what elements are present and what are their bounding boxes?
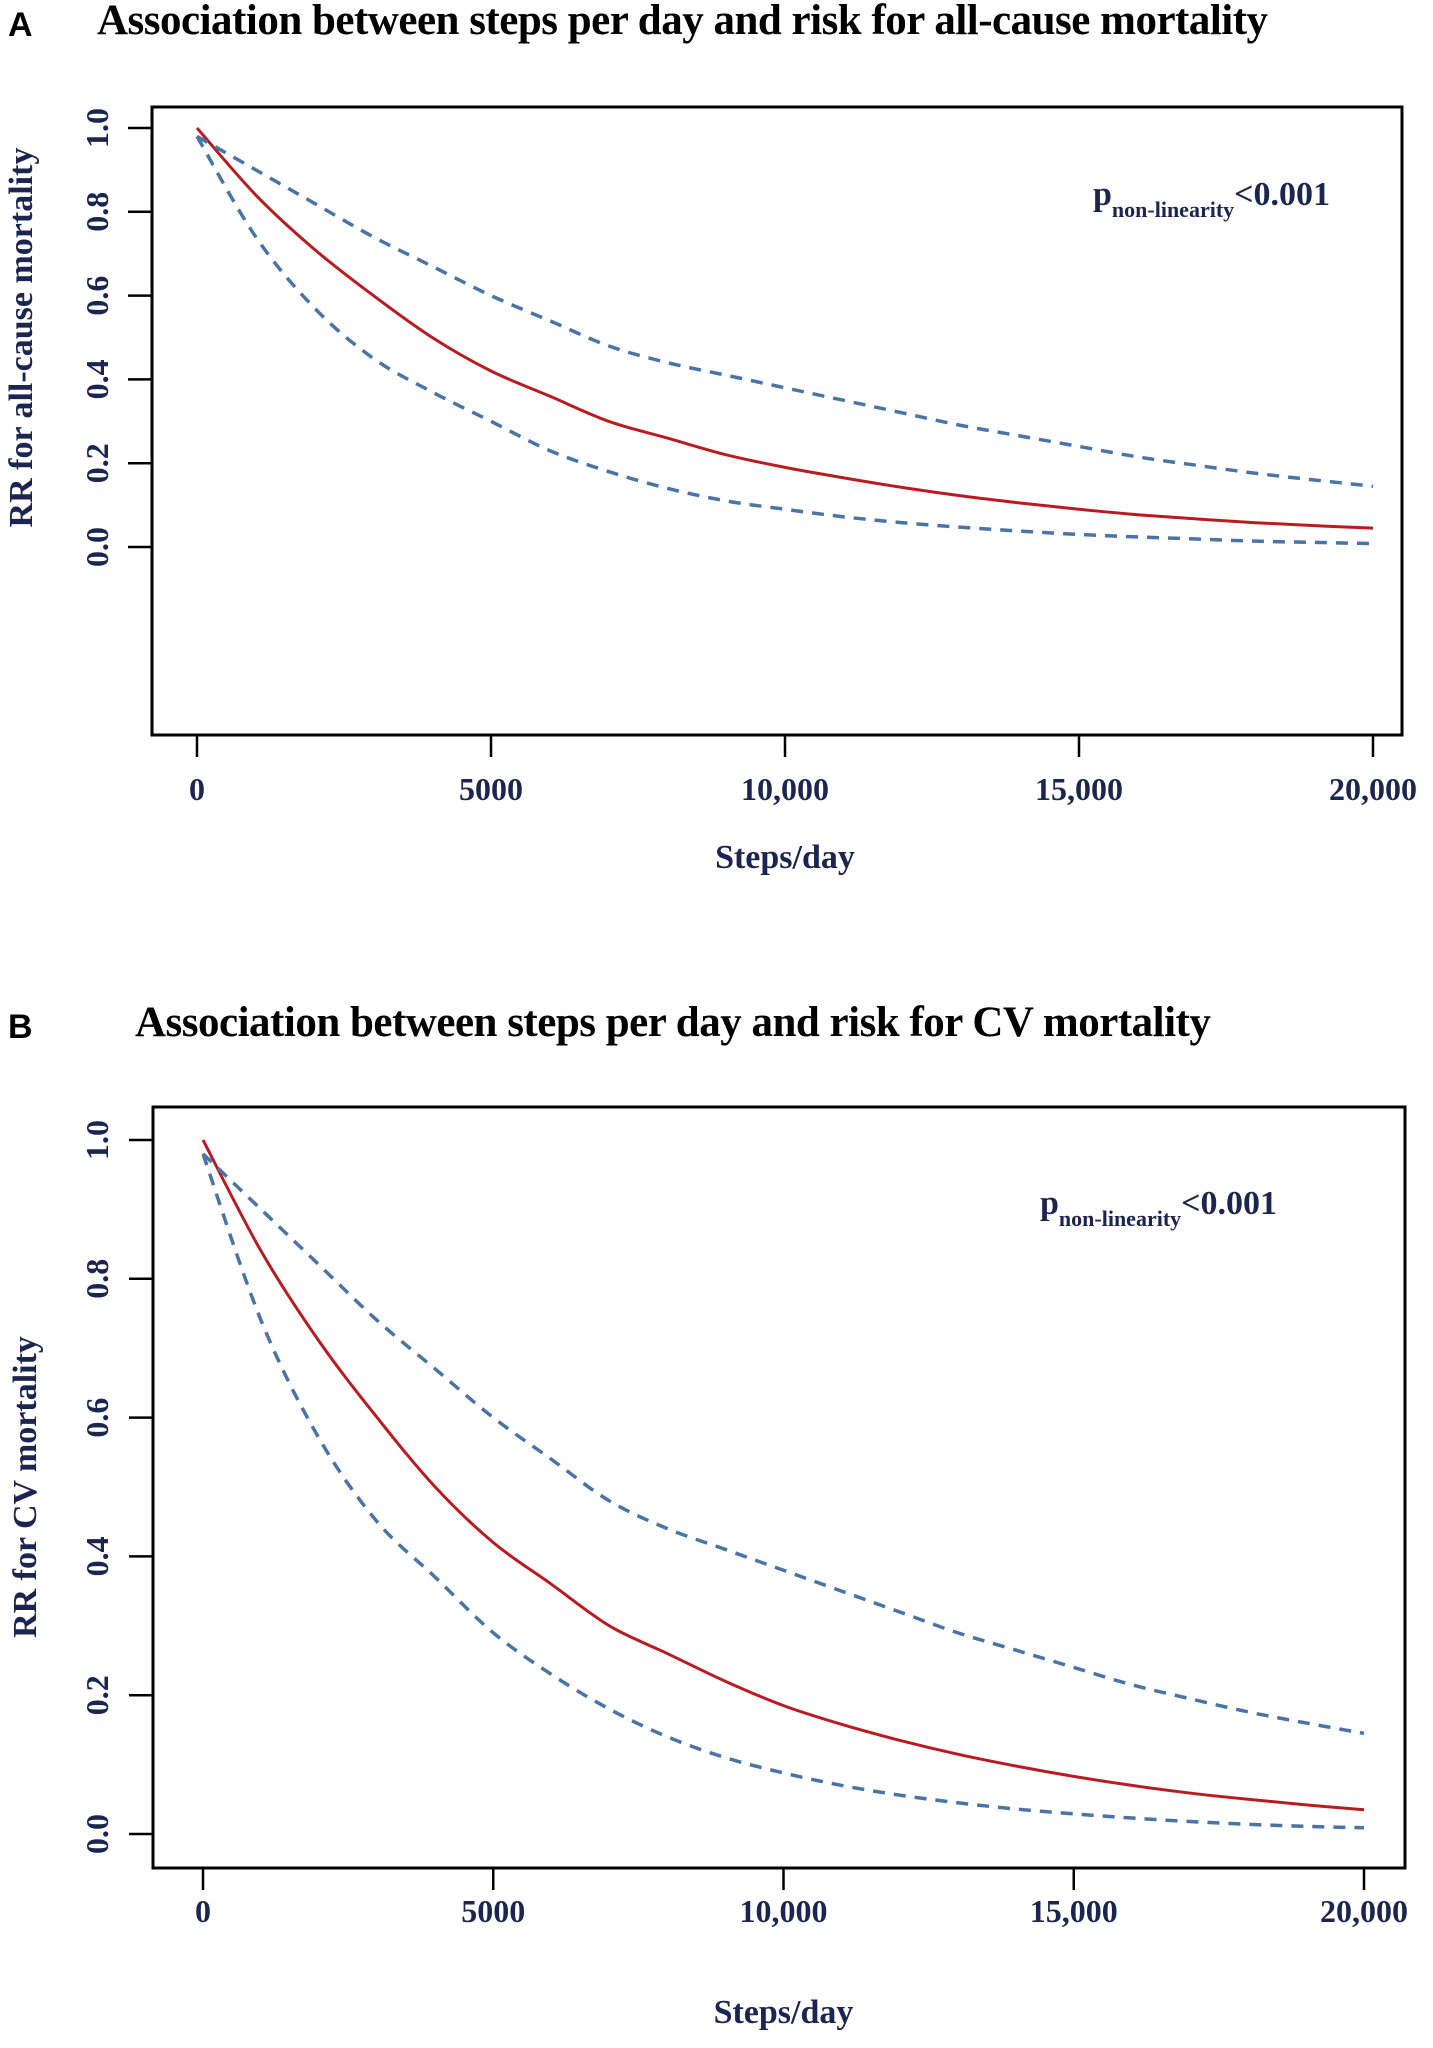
y-tick-label: 0.0 — [79, 527, 115, 567]
p-symbol: p — [1093, 176, 1112, 213]
chart-title: Association between steps per day and ri… — [135, 999, 1211, 1046]
y-tick-label: 0.8 — [79, 1259, 115, 1299]
p-subscript: non-linearity — [1112, 197, 1234, 222]
x-tick-label: 10,000 — [741, 771, 829, 807]
p-value: <0.001 — [1234, 176, 1330, 213]
p-value: <0.001 — [1181, 1185, 1277, 1222]
x-tick-label: 0 — [189, 771, 205, 807]
x-tick-label: 0 — [195, 1893, 211, 1929]
y-tick-label: 0.6 — [79, 276, 115, 316]
y-tick-label: 0.2 — [79, 1675, 115, 1715]
rr-estimate-line — [201, 1139, 1365, 1812]
rr-estimate-line — [195, 127, 1374, 530]
x-tick-label: 15,000 — [1035, 771, 1123, 807]
y-axis-label: RR for CV mortality — [7, 1336, 44, 1638]
x-tick-label: 5000 — [461, 1893, 525, 1929]
x-tick-label: 20,000 — [1320, 1893, 1408, 1929]
y-tick-label: 1.0 — [79, 108, 115, 148]
y-axis-label: RR for all-cause mortality — [3, 148, 40, 528]
upper-ci-line — [196, 134, 1374, 488]
plot-frame — [151, 1105, 1407, 1870]
panel-letter: A — [8, 6, 33, 44]
chart-a: 0 5000 10,000 15,000 20,000 Steps/day 0.0 0.2 0.… — [3, 105, 1417, 876]
p-symbol: p — [1040, 1185, 1059, 1222]
x-axis-label: Steps/day — [714, 1994, 854, 2031]
panel-a: A Association between steps per day and … — [0, 0, 1433, 960]
y-tick-label: 0.0 — [79, 1814, 115, 1854]
x-tick-label: 15,000 — [1030, 1893, 1118, 1929]
panel-letter: B — [8, 1008, 33, 1046]
plot-frame — [150, 105, 1404, 737]
y-tick-label: 1.0 — [79, 1120, 115, 1160]
x-tick-label: 5000 — [459, 771, 523, 807]
y-tick-label: 0.4 — [79, 1536, 115, 1576]
y-tick-label: 0.4 — [79, 359, 115, 399]
chart-b: 0 5000 10,000 15,000 20,000 Steps/day 0.0 0.2 0.… — [7, 1105, 1408, 2031]
x-tick-label: 20,000 — [1329, 771, 1417, 807]
p-value-annotation: pnon-linearity<0.001 — [1093, 176, 1330, 222]
p-value-annotation: pnon-linearity<0.001 — [1040, 1185, 1277, 1231]
y-tick-label: 0.6 — [79, 1398, 115, 1438]
panel-b: B Association between steps per day and … — [0, 960, 1433, 2048]
x-axis-label: Steps/day — [715, 839, 855, 876]
y-tick-label: 0.8 — [79, 192, 115, 232]
lower-ci-line — [201, 1153, 1365, 1830]
y-tick-label: 0.2 — [79, 443, 115, 483]
p-subscript: non-linearity — [1059, 1206, 1181, 1231]
upper-ci-line — [201, 1152, 1365, 1736]
chart-title: Association between steps per day and ri… — [97, 0, 1268, 44]
x-tick-label: 10,000 — [740, 1893, 828, 1929]
lower-ci-line — [195, 135, 1374, 546]
